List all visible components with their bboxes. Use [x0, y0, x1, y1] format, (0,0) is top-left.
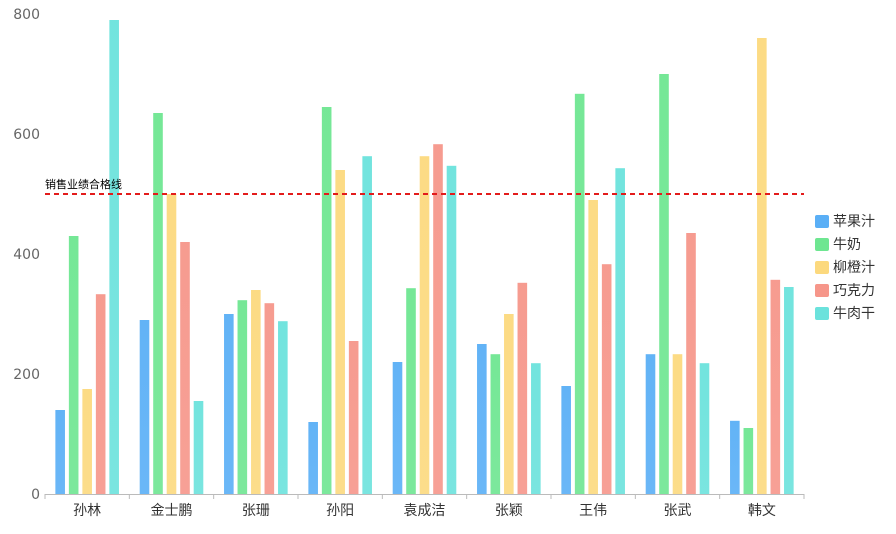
bar[interactable]	[743, 428, 754, 494]
y-tick-label: 400	[13, 247, 40, 263]
bar[interactable]	[531, 363, 541, 494]
bar[interactable]	[362, 156, 372, 494]
bar[interactable]	[82, 389, 92, 494]
bar[interactable]	[433, 144, 443, 494]
legend-label[interactable]: 柳橙汁	[833, 259, 875, 276]
bar[interactable]	[561, 386, 571, 494]
x-tick-label: 张珊	[242, 503, 270, 519]
bar[interactable]	[517, 282, 528, 494]
bar[interactable]	[55, 410, 65, 494]
x-tick-label: 金士鹏	[151, 503, 193, 519]
bar[interactable]	[490, 354, 501, 494]
x-tick-label: 孙林	[73, 503, 101, 519]
bar[interactable]	[419, 156, 430, 494]
bar[interactable]	[601, 264, 612, 494]
x-tick-label: 袁成洁	[404, 503, 446, 519]
bar[interactable]	[615, 168, 625, 494]
bar[interactable]	[139, 320, 150, 494]
bar[interactable]	[730, 420, 740, 494]
bar[interactable]	[406, 288, 416, 494]
x-tick-label: 韩文	[748, 503, 776, 519]
bar[interactable]	[770, 279, 781, 494]
bar[interactable]	[166, 194, 177, 494]
x-tick-label: 张武	[664, 503, 692, 519]
bar[interactable]	[95, 294, 106, 494]
bar[interactable]	[784, 287, 794, 494]
legend-swatch[interactable]	[815, 307, 829, 320]
legend-swatch[interactable]	[815, 215, 829, 228]
bar[interactable]	[68, 236, 79, 494]
bar[interactable]	[699, 363, 710, 494]
bar[interactable]	[659, 74, 669, 494]
bar[interactable]	[588, 200, 598, 494]
y-tick-label: 600	[13, 127, 40, 143]
bar[interactable]	[348, 341, 359, 494]
bar[interactable]	[504, 314, 514, 494]
bar[interactable]	[477, 344, 487, 494]
bar[interactable]	[335, 170, 345, 494]
bar[interactable]	[278, 321, 288, 494]
bar[interactable]	[672, 354, 683, 494]
bar[interactable]	[686, 233, 696, 494]
legend-label[interactable]: 牛肉干	[833, 306, 875, 322]
bar[interactable]	[180, 242, 190, 494]
legend-swatch[interactable]	[815, 238, 829, 251]
legend-swatch[interactable]	[815, 284, 829, 297]
bar[interactable]	[308, 422, 318, 494]
bar[interactable]	[224, 314, 234, 494]
y-tick-label: 0	[31, 487, 40, 503]
legend-label[interactable]: 巧克力	[833, 283, 875, 299]
bar[interactable]	[153, 113, 163, 494]
legend-swatch[interactable]	[815, 261, 829, 274]
bar[interactable]	[392, 362, 403, 494]
bar[interactable]	[645, 354, 656, 494]
reference-line-label: 销售业绩合格线	[45, 177, 122, 191]
legend-label[interactable]: 苹果汁	[833, 214, 875, 230]
bar[interactable]	[264, 303, 275, 494]
x-tick-label: 王伟	[579, 503, 607, 519]
bar[interactable]	[237, 300, 248, 494]
bar[interactable]	[193, 401, 204, 494]
legend-label[interactable]: 牛奶	[833, 237, 861, 253]
bar[interactable]	[109, 20, 119, 494]
x-tick-label: 孙阳	[326, 503, 354, 519]
y-tick-label: 800	[13, 7, 40, 23]
bar[interactable]	[446, 165, 457, 495]
bar[interactable]	[321, 107, 332, 494]
bar[interactable]	[251, 290, 261, 494]
bar[interactable]	[757, 38, 767, 494]
x-tick-label: 张颖	[495, 503, 523, 519]
bar[interactable]	[574, 93, 585, 495]
y-tick-label: 200	[13, 367, 40, 383]
